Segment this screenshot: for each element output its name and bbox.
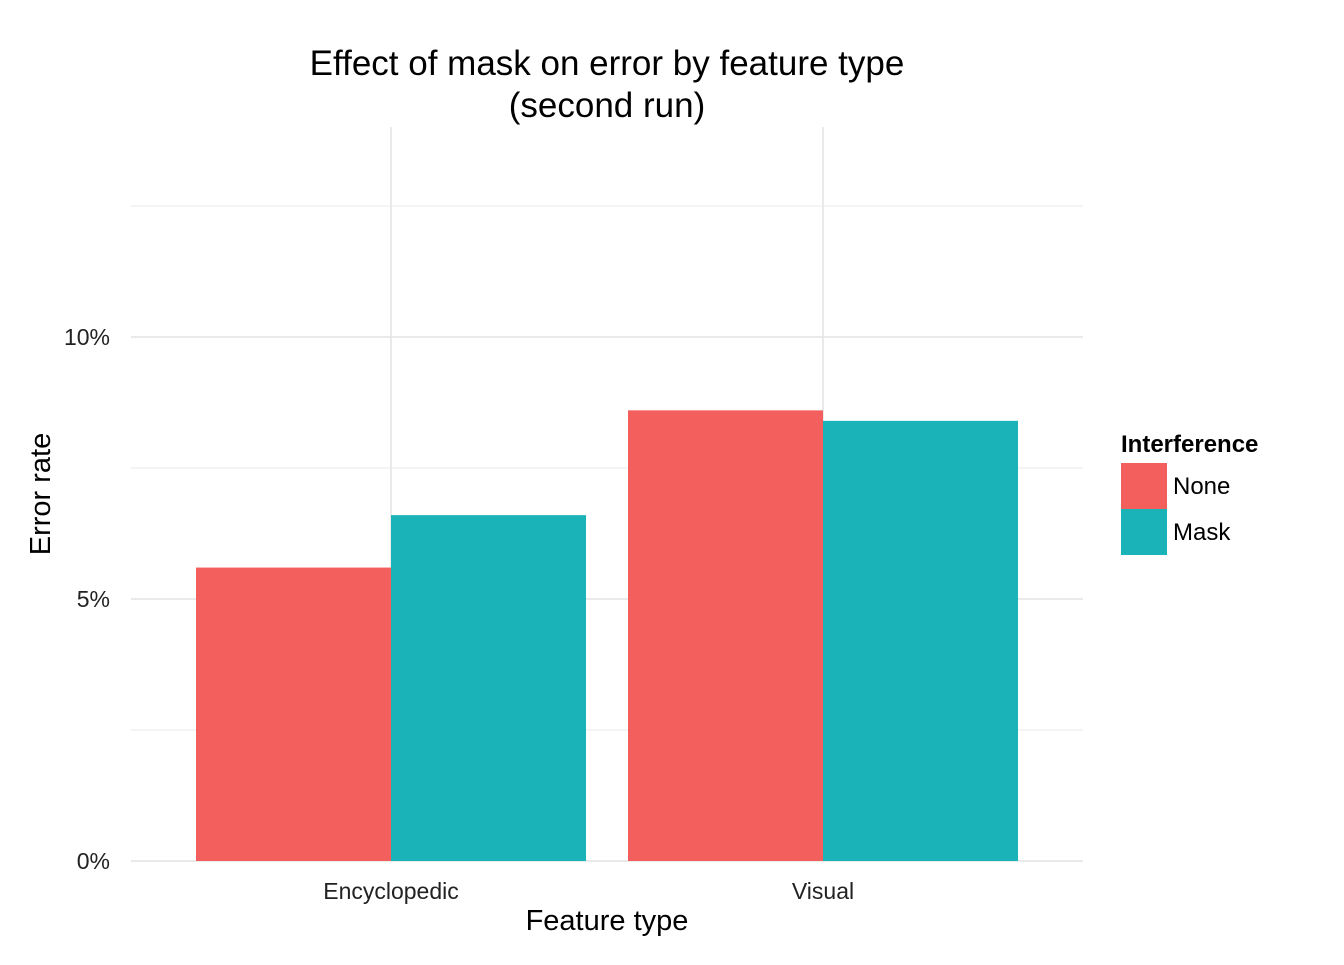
bars	[196, 410, 1018, 861]
legend-label-mask: Mask	[1173, 519, 1231, 546]
x-axis-ticks: Encyclopedic Visual	[323, 878, 854, 904]
legend-title: Interference	[1121, 431, 1258, 458]
x-tick-label: Encyclopedic	[323, 878, 459, 904]
legend-items: None Mask	[1121, 463, 1231, 555]
chart-title: Effect of mask on error by feature type	[310, 44, 905, 83]
legend-swatch-none	[1121, 463, 1167, 509]
legend-swatch-mask	[1121, 509, 1167, 555]
bar-none-visual	[628, 410, 823, 861]
chart-subtitle: (second run)	[509, 86, 705, 125]
y-axis-title: Error rate	[25, 433, 57, 555]
bar-mask-encyclopedic	[391, 515, 586, 861]
legend-label-none: None	[1173, 473, 1230, 500]
y-tick-label: 5%	[77, 586, 110, 612]
y-tick-label: 10%	[64, 324, 110, 350]
legend: Interference None Mask	[1121, 431, 1258, 555]
bar-none-encyclopedic	[196, 567, 391, 861]
bar-mask-visual	[823, 420, 1018, 861]
y-axis-ticks: 0% 5% 10%	[64, 324, 110, 874]
y-tick-label: 0%	[77, 848, 110, 874]
x-tick-label: Visual	[792, 878, 854, 904]
x-axis-title: Feature type	[526, 905, 689, 937]
